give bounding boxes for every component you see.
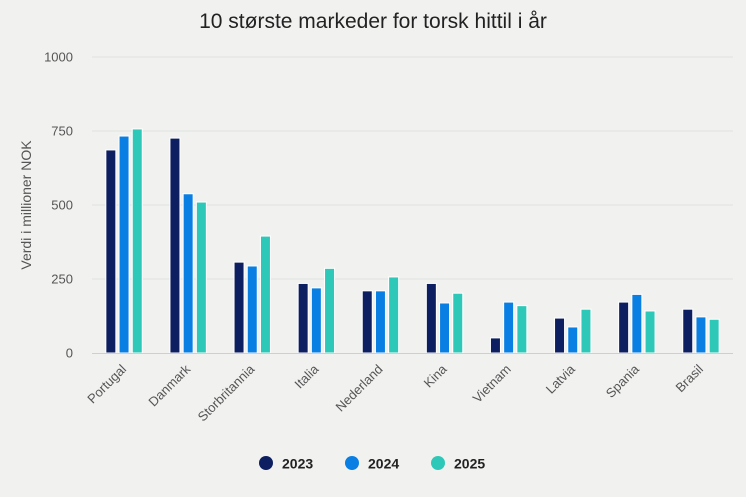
bar-vietnam-2023[interactable]	[489, 337, 501, 354]
x-tick-label: Kina	[421, 361, 451, 391]
bar-kina-2023[interactable]	[425, 282, 437, 354]
y-axis-label: Verdi i millioner NOK	[18, 140, 34, 270]
bar-danmark-2024[interactable]	[182, 193, 194, 354]
chart-title: 10 største markeder for torsk hittil i å…	[199, 10, 547, 33]
bar-portugal-2025[interactable]	[131, 128, 143, 354]
bar-group-italia	[297, 267, 336, 354]
bar-vietnam-2025[interactable]	[516, 305, 528, 354]
x-tick-label: Spania	[603, 361, 643, 401]
x-tick-label: Danmark	[145, 361, 193, 409]
bar-storbritannia-2023[interactable]	[233, 261, 245, 354]
bar-nederland-2024[interactable]	[374, 290, 386, 354]
bar-brasil-2023[interactable]	[682, 308, 694, 354]
legend: 2023 2024 2025	[259, 456, 485, 472]
bar-group-vietnam	[489, 301, 528, 354]
legend-marker	[345, 456, 359, 470]
bar-spania-2025[interactable]	[644, 310, 656, 354]
legend-item-2024[interactable]: 2024	[345, 456, 399, 472]
bar-brasil-2024[interactable]	[695, 316, 707, 354]
legend-item-2025[interactable]: 2025	[431, 456, 485, 472]
y-tick-label: 0	[66, 346, 73, 361]
bar-danmark-2025[interactable]	[195, 201, 207, 354]
legend-label: 2025	[454, 456, 485, 472]
y-axis-ticks: 0 250 500 750 1000	[44, 50, 73, 361]
bar-storbritannia-2024[interactable]	[246, 265, 258, 354]
legend-item-2023[interactable]: 2023	[259, 456, 313, 472]
legend-label: 2023	[282, 456, 313, 472]
bar-kina-2025[interactable]	[452, 292, 464, 354]
bar-spania-2024[interactable]	[631, 293, 643, 354]
x-tick-label: Brasil	[672, 361, 706, 395]
bars	[105, 128, 720, 354]
legend-label: 2024	[368, 456, 399, 472]
x-tick-label: Latvia	[543, 361, 579, 397]
bar-latvia-2024[interactable]	[567, 326, 579, 354]
legend-marker	[259, 456, 273, 470]
bar-group-brasil	[682, 308, 720, 354]
bar-group-kina	[425, 282, 464, 354]
y-tick-label: 250	[51, 272, 73, 287]
bar-italia-2025[interactable]	[324, 267, 336, 354]
x-tick-label: Portugal	[84, 361, 129, 406]
bar-group-portugal	[105, 128, 143, 354]
bar-kina-2024[interactable]	[439, 302, 451, 354]
bar-group-storbritannia	[233, 235, 271, 354]
bar-portugal-2024[interactable]	[118, 135, 130, 354]
bar-danmark-2023[interactable]	[169, 137, 181, 354]
x-tick-label: Italia	[291, 361, 322, 392]
x-tick-label: Nederland	[333, 362, 386, 415]
bar-group-danmark	[169, 137, 207, 354]
bar-portugal-2023[interactable]	[105, 149, 117, 354]
bar-nederland-2023[interactable]	[361, 290, 373, 354]
x-tick-label: Storbritannia	[195, 361, 258, 424]
bar-group-spania	[618, 293, 656, 354]
x-tick-label: Vietnam	[470, 362, 514, 406]
bar-italia-2023[interactable]	[297, 282, 309, 354]
y-tick-label: 1000	[44, 50, 73, 65]
bar-vietnam-2024[interactable]	[503, 301, 515, 354]
bar-brasil-2025[interactable]	[708, 318, 720, 354]
bar-spania-2023[interactable]	[618, 301, 630, 354]
bar-latvia-2025[interactable]	[580, 308, 592, 354]
bar-nederland-2025[interactable]	[388, 276, 400, 354]
y-tick-label: 750	[51, 124, 73, 139]
x-axis-labels: Portugal Danmark Storbritannia Italia Nederl…	[84, 361, 706, 424]
bar-latvia-2023[interactable]	[554, 317, 566, 354]
y-tick-label: 500	[51, 198, 73, 213]
bar-storbritannia-2025[interactable]	[259, 235, 271, 354]
bar-italia-2024[interactable]	[310, 287, 322, 354]
bar-group-latvia	[554, 308, 592, 354]
legend-marker	[431, 456, 445, 470]
bar-group-nederland	[361, 276, 400, 354]
